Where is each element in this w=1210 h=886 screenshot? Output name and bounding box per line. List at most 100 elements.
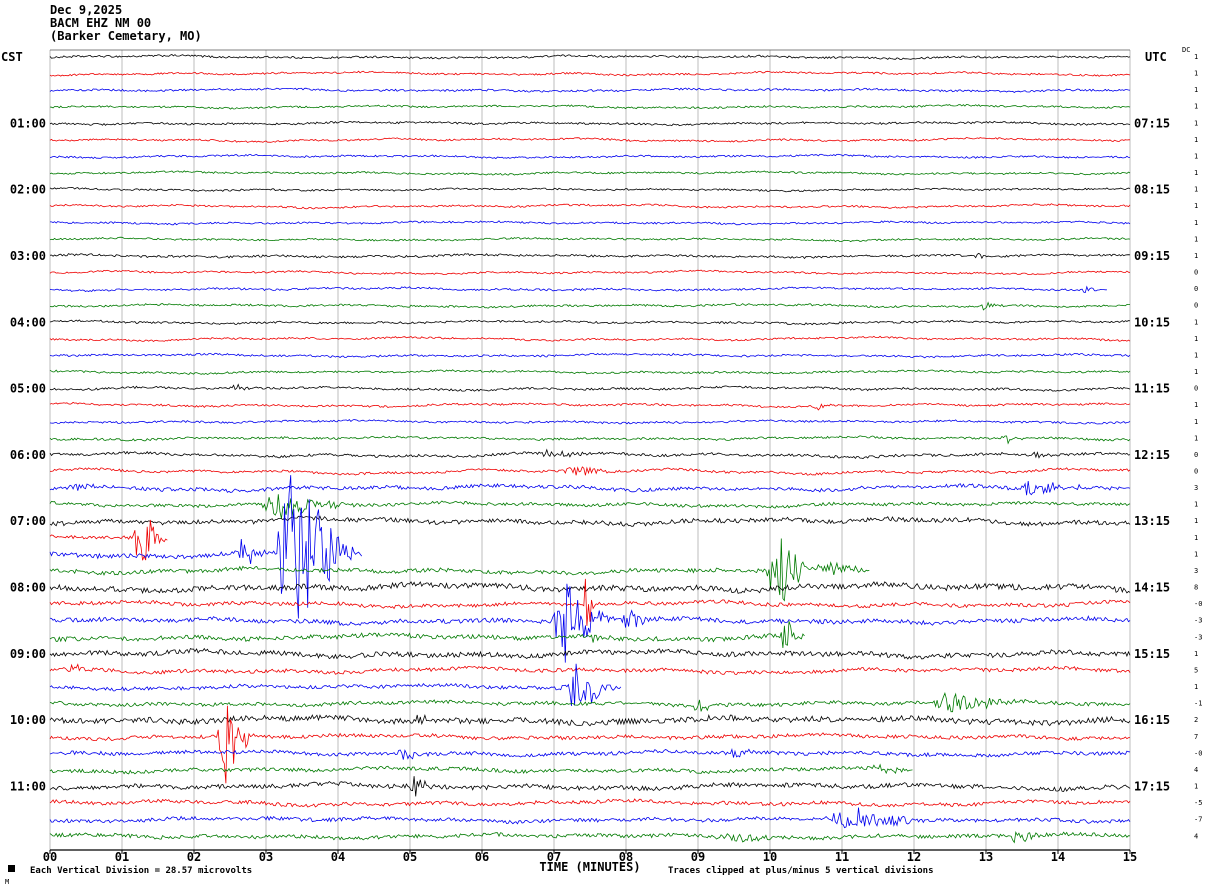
- row-dc-offset: 1: [1194, 434, 1198, 442]
- row-dc-offset: 5: [1194, 666, 1198, 674]
- seismo-trace-row-9: [50, 204, 1130, 209]
- row-label-cst: 03:00: [10, 249, 46, 263]
- row-label-cst: 08:00: [10, 581, 46, 595]
- row-dc-offset: 1: [1194, 318, 1198, 326]
- row-dc-offset: 3: [1194, 567, 1198, 575]
- seismo-trace-row-19: [50, 370, 1130, 375]
- seismo-trace-row-18: [50, 353, 1130, 358]
- x-tick-label: 00: [43, 850, 57, 864]
- seismo-trace-row-21: [50, 402, 1130, 410]
- row-label-utc: 07:15: [1134, 116, 1170, 130]
- seismo-trace-row-0: [50, 55, 1130, 60]
- row-dc-offset: 1: [1194, 202, 1198, 210]
- row-label-cst: 04:00: [10, 315, 46, 329]
- row-dc-offset: 1: [1194, 550, 1198, 558]
- x-tick-label: 03: [259, 850, 273, 864]
- row-dc-offset: 2: [1194, 716, 1198, 724]
- seismo-trace-row-14: [50, 287, 1107, 293]
- seismo-trace-row-28: [50, 516, 1130, 526]
- seismo-trace-row-1: [50, 71, 1130, 76]
- row-label-cst: 10:00: [10, 713, 46, 727]
- seismo-trace-row-30: [50, 475, 362, 618]
- seismo-trace-row-13: [50, 270, 1130, 275]
- row-label-cst: 01:00: [10, 116, 46, 130]
- row-dc-offset: 1: [1194, 351, 1198, 359]
- row-dc-offset: 0: [1194, 302, 1198, 310]
- row-label-utc: 13:15: [1134, 514, 1170, 528]
- row-dc-offset: 1: [1194, 683, 1198, 691]
- row-dc-offset: -7: [1194, 816, 1202, 824]
- helicorder-plot: Dec 9,2025 BACM EHZ NM 00 (Barker Cemeta…: [0, 0, 1210, 886]
- row-label-utc: 12:15: [1134, 448, 1170, 462]
- row-label-cst: 05:00: [10, 382, 46, 396]
- seismo-trace-row-35: [50, 621, 805, 648]
- seismo-trace-row-11: [50, 237, 1130, 241]
- x-tick-label: 13: [979, 850, 993, 864]
- seismo-trace-row-43: [50, 765, 913, 774]
- row-dc-offset: 1: [1194, 517, 1198, 525]
- seismo-trace-row-8: [50, 188, 1130, 192]
- row-dc-offset: 1: [1194, 186, 1198, 194]
- row-dc-offset: 1: [1194, 53, 1198, 61]
- seismo-trace-row-39: [50, 693, 1130, 711]
- row-dc-offset: 3: [1194, 484, 1198, 492]
- row-dc-offset: 0: [1194, 451, 1198, 459]
- row-dc-offset: -3: [1194, 633, 1202, 641]
- x-tick-label: 12: [907, 850, 921, 864]
- seismo-trace-row-6: [50, 154, 1130, 158]
- seismo-trace-row-44: [50, 776, 1130, 796]
- row-dc-offset: -0: [1194, 749, 1202, 757]
- x-tick-label: 04: [331, 850, 345, 864]
- row-dc-offset: 1: [1194, 335, 1198, 343]
- right-timezone-label: UTC: [1145, 50, 1167, 64]
- seismo-trace-row-32: [50, 582, 1130, 594]
- row-label-utc: 17:15: [1134, 780, 1170, 794]
- footer-scale-note: Each Vertical Division = 28.57 microvolt…: [30, 865, 252, 876]
- row-label-cst: 09:00: [10, 647, 46, 661]
- row-dc-offset: 1: [1194, 136, 1198, 144]
- seismo-trace-row-24: [50, 450, 1130, 459]
- row-label-utc: 11:15: [1134, 382, 1170, 396]
- row-label-cst: 06:00: [10, 448, 46, 462]
- x-tick-label: 01: [115, 850, 129, 864]
- row-dc-offset: 1: [1194, 70, 1198, 78]
- row-dc-offset: -3: [1194, 617, 1202, 625]
- seismo-trace-row-5: [50, 137, 1130, 142]
- seismo-trace-row-36: [50, 649, 1130, 660]
- dc-header: DC: [1182, 46, 1190, 54]
- x-axis-title: TIME (MINUTES): [539, 860, 640, 874]
- seismo-trace-row-4: [50, 121, 1130, 125]
- row-dc-offset: 1: [1194, 252, 1198, 260]
- row-dc-offset: 1: [1194, 501, 1198, 509]
- row-dc-offset: 1: [1194, 103, 1198, 111]
- seismo-trace-row-42: [50, 749, 1130, 759]
- row-dc-offset: -0: [1194, 600, 1202, 608]
- seismo-trace-row-23: [50, 436, 1130, 444]
- helicorder-screen: Dec 9,2025 BACM EHZ NM 00 (Barker Cemeta…: [0, 0, 1210, 886]
- row-dc-offset: 1: [1194, 86, 1198, 94]
- row-dc-offset: 0: [1194, 385, 1198, 393]
- row-dc-offset: -5: [1194, 799, 1202, 807]
- x-tick-label: 02: [187, 850, 201, 864]
- row-dc-offset: 0: [1194, 468, 1198, 476]
- seismo-trace-row-15: [50, 303, 1130, 310]
- seismo-trace-row-29: [50, 520, 167, 560]
- seismo-trace-row-31: [50, 539, 869, 601]
- row-label-cst: 02:00: [10, 183, 46, 197]
- seismo-trace-row-38: [50, 664, 621, 706]
- seismo-trace-row-47: [50, 832, 1130, 842]
- x-tick-label: 11: [835, 850, 849, 864]
- row-dc-offset: 1: [1194, 119, 1198, 127]
- row-label-utc: 15:15: [1134, 647, 1170, 661]
- seismo-trace-row-45: [50, 799, 1130, 807]
- seismo-trace-row-17: [50, 336, 1130, 341]
- row-dc-offset: 0: [1194, 269, 1198, 277]
- date-title: Dec 9,2025: [50, 3, 122, 17]
- row-dc-offset: 4: [1194, 832, 1198, 840]
- row-dc-offset: 1: [1194, 534, 1198, 542]
- row-dc-offset: 1: [1194, 650, 1198, 658]
- row-dc-offset: 1: [1194, 401, 1198, 409]
- x-tick-label: 05: [403, 850, 417, 864]
- left-timezone-label: CST: [1, 50, 23, 64]
- seismo-trace-row-20: [50, 385, 1130, 392]
